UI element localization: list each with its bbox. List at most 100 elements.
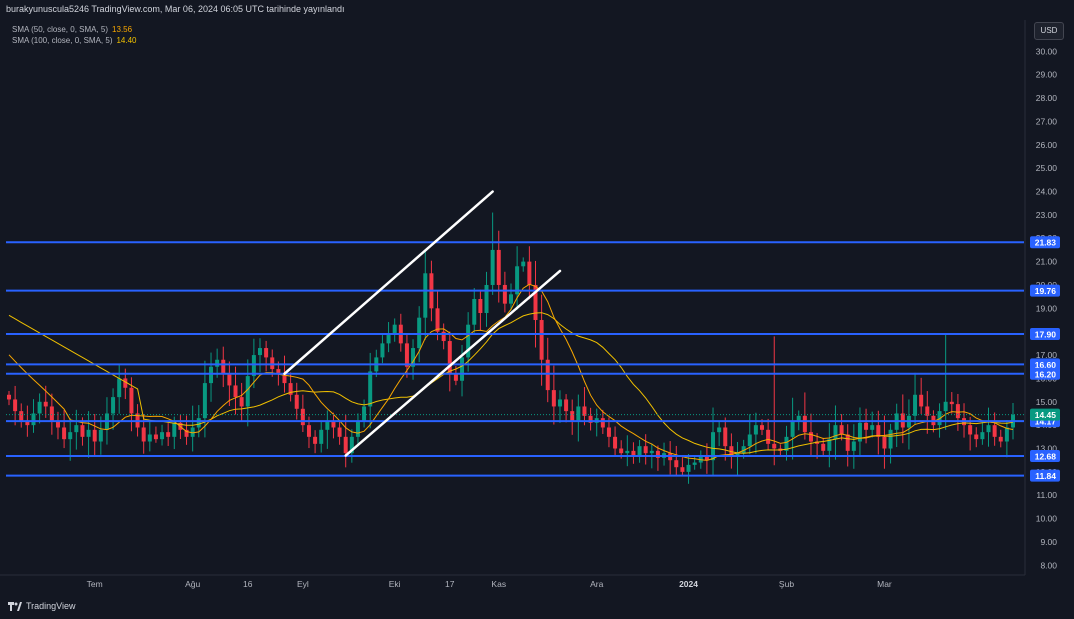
candle-body [129,387,134,414]
level-price-label-bg [1030,236,1060,249]
y-tick-label: 25.00 [1036,163,1058,173]
candle-body [864,422,869,430]
candle-body [68,432,73,440]
indicator-value: 14.40 [116,36,137,45]
candle-body [674,460,679,468]
footer-brand[interactable]: TradingView [8,601,76,611]
y-tick-label: 29.00 [1036,70,1058,80]
indicator-sma-50[interactable]: SMA (50, close, 0, SMA, 5) 13.56 [12,25,132,34]
level-price-label: 17.90 [1035,330,1057,340]
candle-body [527,261,532,285]
candle-body [857,422,862,442]
candle-body [80,425,85,437]
candle-body [264,348,269,358]
y-tick-label: 17.00 [1036,350,1058,360]
candle-body [43,401,48,407]
candle-body [453,373,458,381]
indicator-sma-100[interactable]: SMA (100, close, 0, SMA, 5) 14.40 [12,36,137,45]
candle-body [753,425,758,435]
candle-body [521,261,526,267]
y-tick-label: 15.00 [1036,397,1058,407]
candle-body [992,425,997,437]
candle-body [888,429,893,449]
x-tick-label: 2024 [679,579,698,589]
candle-body [545,359,550,391]
candle-body [925,406,930,416]
candle-body [796,415,801,421]
candle-body [741,446,746,454]
candle-body [343,436,348,454]
candle-body [533,284,538,321]
candle-body [355,420,360,437]
candle-body [704,455,709,461]
x-tick-label: Eyl [297,579,309,589]
candle-body [827,439,832,451]
candle-body [913,394,918,416]
candle-body [711,432,716,461]
candle-body [698,455,703,463]
candle-body [258,348,262,356]
candle-body [300,408,305,426]
candle-body [160,432,165,440]
candle-body [509,294,513,304]
candle-body [968,425,973,435]
candle-body [613,436,618,449]
candle-body [496,249,501,285]
channel-trendline [283,190,494,376]
candle-body [221,359,226,374]
y-tick-label: 27.00 [1036,116,1058,126]
candle-body [919,394,924,407]
last-price-label: 14.45 [1035,410,1057,420]
candle-body [288,383,293,395]
candle-body [13,399,18,412]
candle-body [582,406,587,416]
y-tick-label: 9.00 [1040,537,1057,547]
candle-body [851,441,856,451]
candle-body [588,415,593,423]
candle-body [980,432,985,440]
candle-body [998,436,1003,442]
candle-body [643,446,648,454]
brand-name: TradingView [26,601,76,611]
candle-body [196,418,201,428]
candle-body [380,343,385,358]
candle-body [368,371,373,407]
candle-body [331,420,336,428]
y-tick-label: 19.00 [1036,303,1058,313]
candle-body [209,366,214,384]
y-tick-label: 21.00 [1036,257,1058,267]
candle-body [49,406,54,421]
last-price-label-bg [1030,408,1060,421]
y-tick-label: 13.00 [1036,444,1058,454]
candle-body [282,373,287,384]
x-tick-label: Mar [877,579,892,589]
level-price-label-bg [1030,449,1060,462]
candle-body [943,401,948,412]
candle-body [986,425,991,433]
y-tick-label: 24.00 [1036,187,1058,197]
candle-body [7,394,11,400]
indicator-label: SMA (50, close, 0, SMA, 5) [12,25,109,34]
currency-button[interactable]: USD [1034,22,1064,40]
candle-body [417,317,422,349]
candle-body [447,341,452,374]
candle-body [460,357,465,381]
candle-body [833,425,838,440]
candle-body [276,369,281,374]
candle-body [172,422,177,437]
candle-body [490,249,495,285]
candle-body [808,432,813,442]
candle-body [86,429,91,437]
candle-body [325,420,330,430]
candle-body [515,266,520,295]
x-tick-label: Tem [87,579,103,589]
candle-body [123,378,128,388]
candle-body [723,427,728,447]
candle-body [655,450,660,458]
candle-body [166,432,171,437]
level-price-label: 16.60 [1035,360,1057,370]
y-tick-label: 28.00 [1036,93,1058,103]
candle-body [949,401,954,405]
candle-body [876,425,881,437]
